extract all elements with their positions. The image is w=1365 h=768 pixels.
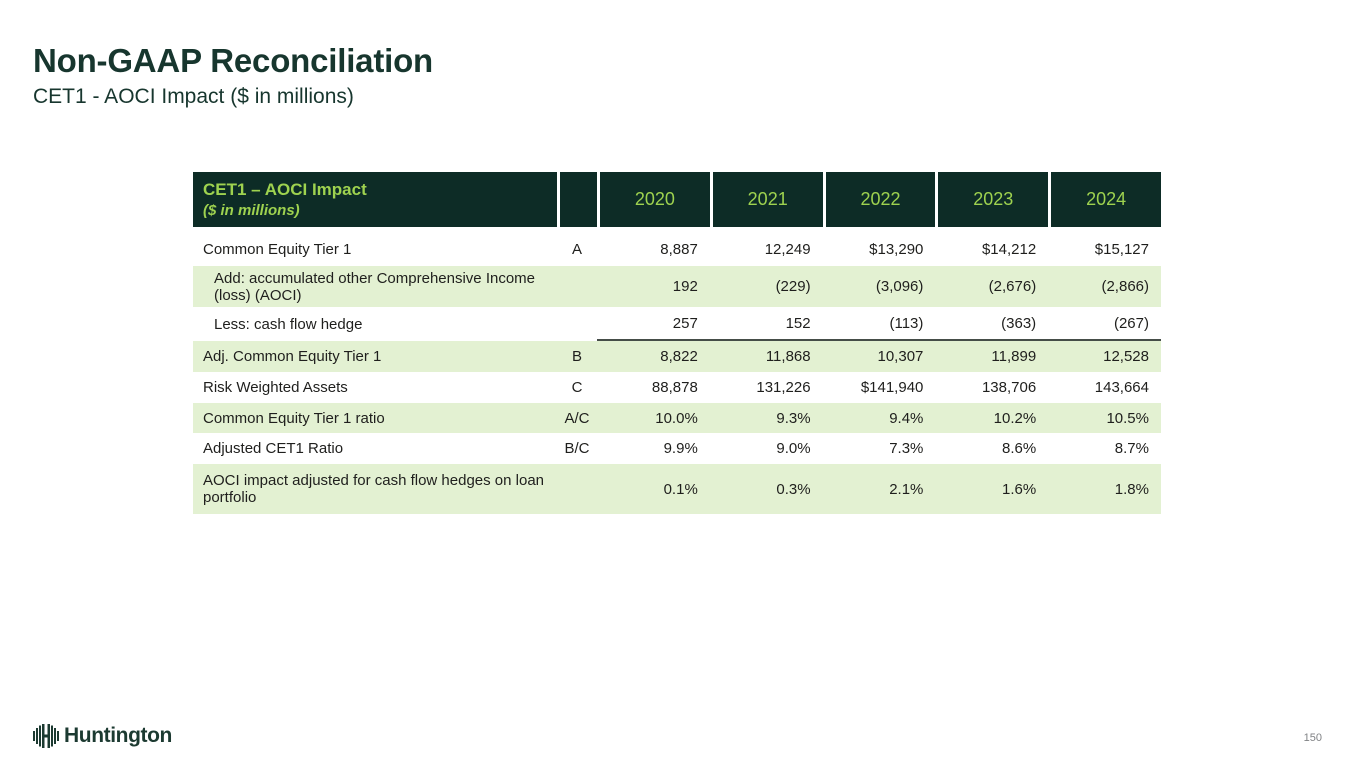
table-row: Add: accumulated other Comprehensive Inc… <box>193 266 1161 307</box>
row-value: 192 <box>672 278 698 295</box>
row-value: 138,706 <box>981 379 1037 396</box>
table-row: Risk Weighted Assets C 88,878 131,226 $141,9… <box>193 372 1161 403</box>
row-value: $13,290 <box>869 241 924 258</box>
row-ref: A/C <box>564 409 590 427</box>
row-value: $141,940 <box>860 379 924 396</box>
table-body: Common Equity Tier 1 A 8,887 12,249 $13,290 $… <box>193 233 1161 514</box>
row-value: 8,822 <box>660 348 698 365</box>
row-label: Common Equity Tier 1 ratio <box>203 409 385 427</box>
row-label: Less: cash flow hedge <box>214 315 363 333</box>
row-label: Common Equity Tier 1 <box>203 241 352 258</box>
page-title: Non-GAAP Reconciliation <box>33 42 433 79</box>
row-value: 11,899 <box>991 348 1037 365</box>
row-value: 10,307 <box>877 348 924 365</box>
row-value: (3,096) <box>875 278 924 295</box>
cet1-aoci-table: CET1 – AOCI Impact ($ in millions) 2020 … <box>193 172 1161 514</box>
row-label: AOCI impact adjusted for cash flow hedge… <box>203 472 545 506</box>
table-header-title: CET1 – AOCI Impact <box>203 180 367 199</box>
row-value: 131,226 <box>756 379 811 396</box>
row-label: Add: accumulated other Comprehensive Inc… <box>214 269 536 304</box>
table-header-year-2022: 2022 <box>822 172 936 227</box>
row-ref: A <box>571 241 582 258</box>
huntington-logo: Huntington <box>33 723 172 749</box>
table-row: Adjusted CET1 Ratio B/C 9.9% 9.0% 7.3% 8.6% 8.… <box>193 433 1161 464</box>
row-value: (2,676) <box>988 278 1037 295</box>
table-header-year-2024: 2024 <box>1048 172 1161 227</box>
row-value: 12,528 <box>1103 348 1149 365</box>
row-ref <box>557 307 597 341</box>
row-label: Adj. Common Equity Tier 1 <box>203 348 382 365</box>
row-value: 257 <box>597 307 710 341</box>
table-row: Common Equity Tier 1 A 8,887 12,249 $13,290 $… <box>193 233 1161 266</box>
row-value: 1.8% <box>1114 480 1149 498</box>
row-value: 0.3% <box>776 480 811 498</box>
table-header-row: CET1 – AOCI Impact ($ in millions) 2020 … <box>193 172 1161 227</box>
row-ref: C <box>571 379 583 396</box>
page-number: 150 <box>1303 732 1322 744</box>
row-label: Risk Weighted Assets <box>203 379 348 396</box>
row-value: 1.6% <box>1001 480 1037 498</box>
row-value: 10.2% <box>993 409 1037 427</box>
row-value: 8,887 <box>660 241 698 258</box>
row-value: (113) <box>822 307 936 341</box>
row-value: $15,127 <box>1094 241 1149 258</box>
row-value: 7.3% <box>889 440 924 457</box>
row-value: (363) <box>935 307 1049 341</box>
row-ref: B/C <box>564 440 590 457</box>
row-value: 11,868 <box>765 348 811 365</box>
huntington-wordmark: Huntington <box>64 724 172 747</box>
row-value: 143,664 <box>1094 379 1149 396</box>
table-header-ref-cell <box>557 172 597 227</box>
row-ref <box>557 464 597 514</box>
row-ref <box>557 266 597 307</box>
table-header-subtitle: ($ in millions) <box>203 202 300 219</box>
row-value: (267) <box>1048 307 1161 341</box>
row-value: 9.3% <box>776 409 811 427</box>
row-value: 9.9% <box>663 440 698 457</box>
table-header-year-2023: 2023 <box>935 172 1049 227</box>
row-value: (2,866) <box>1101 278 1149 295</box>
row-value: 9.0% <box>776 440 811 457</box>
row-value: 152 <box>709 307 823 341</box>
huntington-hexagon-icon <box>33 724 59 748</box>
row-value: 10.5% <box>1106 409 1149 427</box>
row-value: 10.0% <box>655 409 698 427</box>
row-value: 0.1% <box>663 480 698 498</box>
row-value: 88,878 <box>651 379 698 396</box>
row-value: 12,249 <box>764 241 811 258</box>
table-header-year-2020: 2020 <box>597 172 710 227</box>
table-header-year-2021: 2021 <box>709 172 823 227</box>
row-value: 2.1% <box>889 480 924 498</box>
row-value: 8.6% <box>1001 440 1037 457</box>
row-value: (229) <box>775 278 811 295</box>
row-label: Adjusted CET1 Ratio <box>203 440 344 457</box>
row-ref: B <box>571 348 582 365</box>
table-row: Less: cash flow hedge 257 152 (113) (363) (26… <box>193 307 1161 341</box>
table-row: AOCI impact adjusted for cash flow hedge… <box>193 464 1161 514</box>
title-block: Non-GAAP Reconciliation CET1 - AOCI Impa… <box>33 42 433 109</box>
table-row: Adj. Common Equity Tier 1 B 8,822 11,868 10,… <box>193 341 1161 372</box>
row-value: 9.4% <box>889 409 924 427</box>
table-row: Common Equity Tier 1 ratio A/C 10.0% 9.3% 9.… <box>193 403 1161 433</box>
page-subtitle: CET1 - AOCI Impact ($ in millions) <box>33 85 354 108</box>
row-value: $14,212 <box>981 241 1037 258</box>
table-header-title-cell: CET1 – AOCI Impact ($ in millions) <box>193 172 557 227</box>
row-value: 8.7% <box>1114 440 1149 457</box>
